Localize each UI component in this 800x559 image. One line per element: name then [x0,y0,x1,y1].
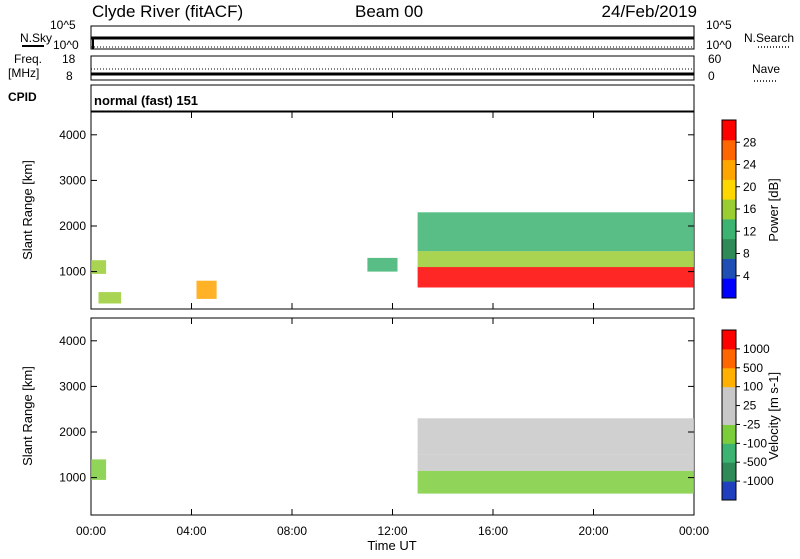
freq-tick-bottom: 8 [66,69,73,83]
sky-left-tick-bottom: 10^0 [53,38,79,52]
echo-region [417,454,694,471]
sky-left-tick-top: 10^5 [50,18,76,32]
colorbar-tick-label: 28 [743,135,757,149]
time-axis-label: Time UT [367,538,416,553]
x-tick-label: 16:00 [478,524,508,538]
sky-right-tick-top: 10^5 [706,18,732,32]
colorbar-swatch [722,159,736,180]
search-label: N.Search [744,31,794,45]
colorbar-swatch [722,120,736,141]
time-axis: 00:00 04:00 08:00 12:00 16:00 20:00 00:00 [76,112,709,538]
colorbar-tick-label: 4 [743,269,750,283]
freq-label: Freq. [14,52,42,66]
velocity-colorbar: -1000 -500 -100 -25 25 100 500 1000 [721,329,774,501]
x-tick-label: 00:00 [679,524,709,538]
echo-region [91,260,107,274]
echo-region [417,418,694,455]
y-tick-label: 2000 [59,425,86,439]
echo-region [417,267,694,288]
date-title: 24/Feb/2019 [602,2,697,21]
echo-region [91,459,107,480]
velocity-yaxis: 1000 2000 3000 4000 [59,334,694,485]
echo-region [417,212,694,252]
colorbar-tick-label: 24 [743,158,757,172]
cpid-panel-frame [90,84,695,112]
colorbar-tick-label: -500 [743,455,767,469]
echo-region [98,292,122,304]
sky-panel: N.Sky 10^5 10^0 10^5 10^0 N.Search [20,18,794,52]
cpid-value: normal (fast) 151 [94,93,198,108]
velocity-ylabel: Slant Range [km] [20,366,35,466]
power-colorbar-label: Power [dB] [766,178,781,242]
colorbar-tick-label: -25 [743,417,761,431]
colorbar-swatch [722,481,736,501]
colorbar-tick-label: 8 [743,247,750,261]
echo-region [417,251,694,268]
power-colorbar: 4 8 12 16 20 24 28 [721,119,757,299]
colorbar-tick-label: 500 [743,361,763,375]
freq-tick-top: 18 [62,52,76,66]
nave-tick-bottom: 0 [708,69,715,83]
nave-tick-top: 60 [708,52,722,66]
colorbar-swatch [722,330,736,350]
colorbar-swatch [722,405,736,425]
y-tick-label: 3000 [59,173,86,187]
colorbar-tick-label: 16 [743,202,757,216]
colorbar-tick-label: 25 [743,399,757,413]
x-tick-label: 20:00 [578,524,608,538]
colorbar-swatch [722,278,736,299]
colorbar-swatch [722,218,736,240]
y-tick-label: 3000 [59,379,86,393]
nave-label: Nave [752,62,780,76]
station-title: Clyde River (fitACF) [92,2,243,21]
x-tick-label: 12:00 [377,524,407,538]
colorbar-swatch [722,424,736,444]
y-tick-label: 2000 [59,219,86,233]
colorbar-tick-label: 1000 [743,342,770,356]
y-tick-label: 1000 [59,471,86,485]
colorbar-swatch [722,199,736,220]
y-tick-label: 4000 [59,334,86,348]
x-tick-label: 08:00 [277,524,307,538]
velocity-colorbar-label: Velocity [m s-1] [766,372,781,460]
colorbar-swatch [722,386,736,407]
colorbar-swatch [722,443,736,463]
colorbar-frame [721,329,737,501]
colorbar-tick-label: 12 [743,224,757,238]
echo-region [196,280,217,299]
freq-panel-frame [90,55,695,81]
y-tick-label: 1000 [59,265,86,279]
colorbar-swatch [722,258,736,279]
cpid-label: CPID [8,90,37,104]
power-panel: 1000 2000 3000 4000 Slant Range [km] 4 8 12 16… [20,111,781,310]
x-tick-label: 00:00 [76,524,106,538]
power-ylabel: Slant Range [km] [20,160,35,260]
colorbar-tick-label: 20 [743,180,757,194]
beam-title: Beam 00 [355,2,423,21]
freq-unit: [MHz] [8,66,39,80]
echo-region [417,470,694,494]
echo-region [367,257,398,272]
colorbar-swatch [722,139,736,161]
power-marks [91,212,694,304]
sky-right-tick-bottom: 10^0 [706,38,732,52]
sky-label: N.Sky [20,31,52,45]
y-tick-label: 4000 [59,128,86,142]
velocity-marks [91,418,694,494]
colorbar-swatch [722,238,736,259]
freq-panel: Freq. [MHz] 18 8 60 0 Nave [8,52,780,83]
colorbar-swatch [722,462,736,482]
colorbar-tick-label: -1000 [743,474,774,488]
power-yaxis: 1000 2000 3000 4000 [59,128,694,279]
colorbar-swatch [722,367,736,388]
colorbar-tick-label: -100 [743,436,767,450]
colorbar-swatch [722,179,736,200]
x-tick-label: 04:00 [176,524,206,538]
colorbar-tick-label: 100 [743,380,763,394]
colorbar-swatch [722,348,736,369]
